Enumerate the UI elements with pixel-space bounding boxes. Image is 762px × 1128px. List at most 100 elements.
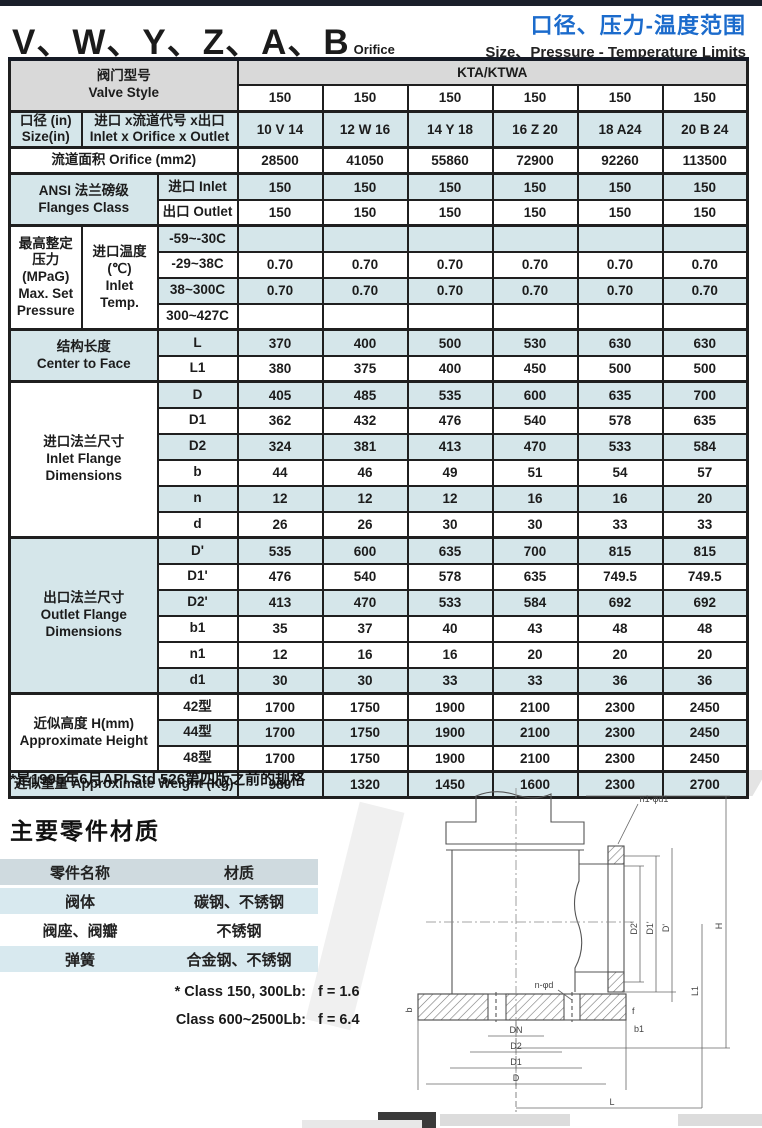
spec-value-cell: 12 — [406, 484, 494, 513]
spec-value-cell: 0.70 — [661, 250, 749, 279]
spec-value-cell: 16 Z 20 — [491, 109, 579, 149]
spec-value-cell: 0.70 — [576, 250, 664, 279]
spec-value-cell: 0.70 — [661, 276, 749, 305]
dim-label-l: L — [609, 1097, 614, 1107]
spec-value-cell: 28500 — [236, 146, 324, 175]
temp-range-cell: 38~300C — [156, 276, 239, 305]
table-row: ANSI 法兰磅级 Flanges Class 进口 Inlet 150 150 1… — [8, 172, 749, 227]
dim-label-b: b — [404, 1007, 414, 1012]
spec-value-cell: 41050 — [321, 146, 409, 175]
spec-value-cell: 20 — [576, 640, 664, 669]
dim-label-b1: b1 — [634, 1024, 644, 1034]
model-key-cell: 48型 — [156, 744, 239, 773]
table-row: 结构长度 Center to Face L 370 400 500 530 630 630 — [8, 328, 749, 383]
spec-value-cell: 0.70 — [491, 276, 579, 305]
table-row: n 12 12 12 16 16 20 — [10, 484, 749, 513]
table-row: 流道面积 Orifice (mm2) 28500 41050 55860 72900 9… — [8, 146, 749, 175]
spec-value-cell — [236, 302, 324, 331]
scan-watermark — [678, 1114, 762, 1126]
spec-value-cell: 0.70 — [406, 276, 494, 305]
dim-key-cell: n1 — [156, 640, 239, 669]
spec-value-cell: 535 — [406, 380, 494, 409]
dim-key-cell: d — [156, 510, 239, 539]
table-row: 38~300C 0.70 0.70 0.70 0.70 0.70 0.70 — [10, 276, 749, 305]
dim-label-d1-prime: D1' — [645, 921, 655, 935]
table-row: b1 35 37 40 43 48 48 — [10, 614, 749, 643]
material-cell: 不锈钢 — [160, 917, 318, 943]
spec-value-cell: 2450 — [661, 744, 749, 773]
spec-value-cell: 33 — [576, 510, 664, 539]
dim-label-d: D — [513, 1073, 520, 1083]
dim-key-cell: L1 — [156, 354, 239, 383]
spec-value-cell: 12 — [236, 640, 324, 669]
table-row: b 44 46 49 51 54 57 — [10, 458, 749, 487]
temp-range-cell: -29~38C — [156, 250, 239, 279]
spec-value-cell: 150 — [491, 172, 579, 201]
spec-value-cell: 1450 — [406, 770, 494, 799]
table-row: 进口法兰尺寸 Inlet Flange Dimensions D 405 485 5… — [8, 380, 749, 539]
spec-value-cell: 72900 — [491, 146, 579, 175]
spec-value-cell: 150 — [236, 198, 324, 227]
spec-value-cell: 51 — [491, 458, 579, 487]
spec-value-cell: 2300 — [576, 770, 664, 799]
dim-label-bolts-outlet: n1-φd1 — [640, 794, 669, 804]
size-label: 口径 (in) Size(in) — [8, 109, 83, 149]
spec-value-cell: 12 W 16 — [321, 109, 409, 149]
dim-key-cell: b1 — [156, 614, 239, 643]
spec-value-cell: 16 — [321, 640, 409, 669]
spec-value-cell: 20 — [661, 640, 749, 669]
spec-value-cell: 450 — [491, 354, 579, 383]
spec-value-cell: 33 — [491, 666, 579, 695]
spec-value-cell: 49 — [406, 458, 494, 487]
size-sub-label: 进口 x流道代号 x出口 Inlet x Orifice x Outlet — [80, 109, 239, 149]
spec-value-cell: 0.70 — [491, 250, 579, 279]
material-cell: 碳钢、不锈钢 — [160, 888, 318, 914]
spec-value-cell: 150 — [406, 198, 494, 227]
note-label: Class 600~2500Lb: — [175, 1012, 306, 1028]
table-row: 最高整定 压力 (MPaG) Max. Set Pressure 进口温度 (℃… — [8, 224, 749, 331]
spec-value-cell: 57 — [661, 458, 749, 487]
spec-value-cell: 33 — [661, 510, 749, 539]
spec-value-cell — [406, 302, 494, 331]
spec-value-cell: 381 — [321, 432, 409, 461]
spec-value-cell: 150 — [576, 172, 664, 201]
spec-value-cell: 35 — [236, 614, 324, 643]
spec-value-cell: 400 — [321, 328, 409, 357]
model-key-cell: 44型 — [156, 718, 239, 747]
spec-value-cell: 46 — [321, 458, 409, 487]
spec-value-cell — [321, 224, 409, 253]
spec-value-cell: 535 — [236, 536, 324, 565]
dim-label-f: f — [632, 1006, 635, 1016]
outlet-flange-label: 出口法兰尺寸 Outlet Flange Dimensions — [8, 536, 159, 695]
valve-bonnet-outline — [445, 791, 585, 845]
section-title-en: Size、Pressure - Temperature Limits — [485, 44, 746, 61]
spec-value-cell: 0.70 — [236, 250, 324, 279]
ansi-class-label: ANSI 法兰磅级 Flanges Class — [8, 172, 159, 227]
spec-value-cell: 375 — [321, 354, 409, 383]
spec-value-cell: 692 — [661, 588, 749, 617]
spec-value-cell: 413 — [236, 588, 324, 617]
spec-value-cell: 150 — [236, 84, 324, 112]
spec-value-cell: 0.70 — [321, 276, 409, 305]
spec-value-cell: 150 — [491, 84, 579, 112]
spec-value-cell: 33 — [406, 666, 494, 695]
spec-value-cell: 2700 — [661, 770, 749, 799]
dim-key-cell: D1 — [156, 406, 239, 435]
dim-label-d2-prime: D2' — [629, 921, 639, 935]
orifice-label: 流道面积 Orifice (mm2) — [8, 146, 239, 175]
spec-value-cell: 635 — [491, 562, 579, 591]
spec-value-cell — [321, 302, 409, 331]
spec-value-cell: 578 — [406, 562, 494, 591]
table-row: D1' 476 540 578 635 749.5 749.5 — [10, 562, 749, 591]
dim-label-d2: D2 — [510, 1041, 522, 1051]
spec-value-cell: 530 — [491, 328, 579, 357]
dim-label-h: H — [714, 923, 724, 930]
dim-key-cell: D — [156, 380, 239, 409]
spec-value-cell: 2100 — [491, 692, 579, 721]
spec-value-cell: 150 — [406, 172, 494, 201]
table-row: 弹簧 合金钢、不锈钢 — [0, 946, 318, 972]
dim-label-d1: D1 — [510, 1057, 522, 1067]
spec-value-cell: 2300 — [576, 718, 664, 747]
table-row: D2 324 381 413 470 533 584 — [10, 432, 749, 461]
table-row: D1 362 432 476 540 578 635 — [10, 406, 749, 435]
